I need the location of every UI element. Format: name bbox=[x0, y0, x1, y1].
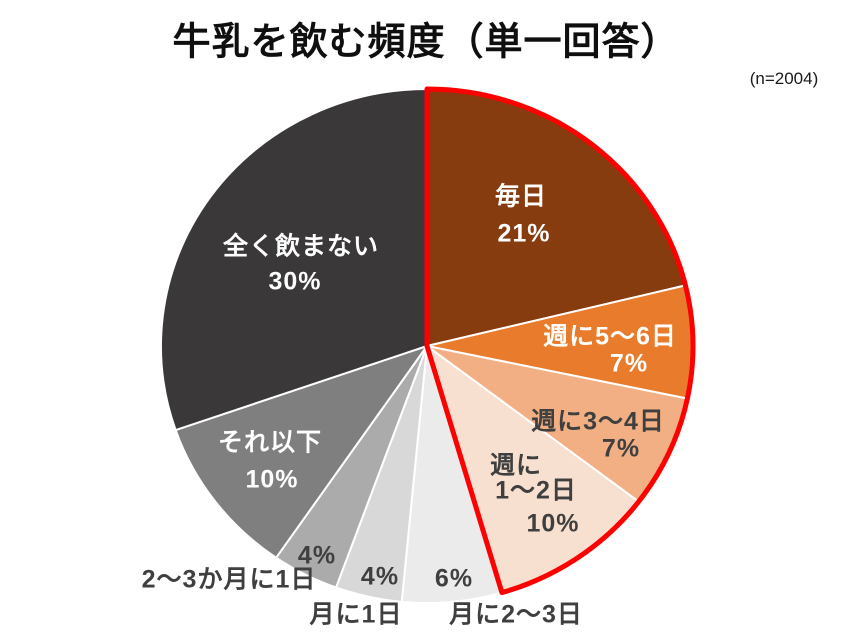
slice-label-never: 全く飲まない bbox=[222, 232, 380, 261]
pie-slice-7 bbox=[174, 345, 428, 559]
slice-pct-never: 30% bbox=[268, 267, 322, 296]
chart-title: 牛乳を飲む頻度（単一回答） bbox=[172, 21, 680, 64]
sample-size-note: (n=2004) bbox=[749, 69, 819, 88]
slice-label-month2-3: 月に2～3日 bbox=[449, 600, 583, 629]
slice-label-daily: 毎日 bbox=[494, 182, 548, 211]
pie-slice-8 bbox=[160, 88, 428, 432]
slice-label-every2-3months: 2～3か月に1日 bbox=[141, 565, 317, 594]
slice-pct-week5-6: 7% bbox=[609, 349, 649, 378]
slice-label-month1: 月に1日 bbox=[309, 600, 403, 629]
slice-label-week1-2-line2: 1～2日 bbox=[495, 476, 577, 505]
slice-pct-month1: 4% bbox=[360, 562, 400, 591]
slice-pct-less-than: 10% bbox=[245, 465, 299, 494]
slice-label-less-than: それ以下 bbox=[217, 428, 323, 457]
slice-pct-week1-2: 10% bbox=[526, 509, 580, 538]
slice-pct-month2-3: 6% bbox=[434, 564, 474, 593]
slice-pct-week3-4: 7% bbox=[601, 434, 641, 463]
slice-pct-daily: 21% bbox=[497, 219, 551, 248]
slice-label-week5-6: 週に5～6日 bbox=[543, 322, 677, 351]
slice-label-week3-4: 週に3～4日 bbox=[531, 407, 665, 436]
slice-pct-every2-3months: 4% bbox=[297, 541, 337, 570]
slice-label-week1-2-line1: 週に bbox=[489, 451, 543, 480]
highlight-outline bbox=[424, 86, 696, 596]
